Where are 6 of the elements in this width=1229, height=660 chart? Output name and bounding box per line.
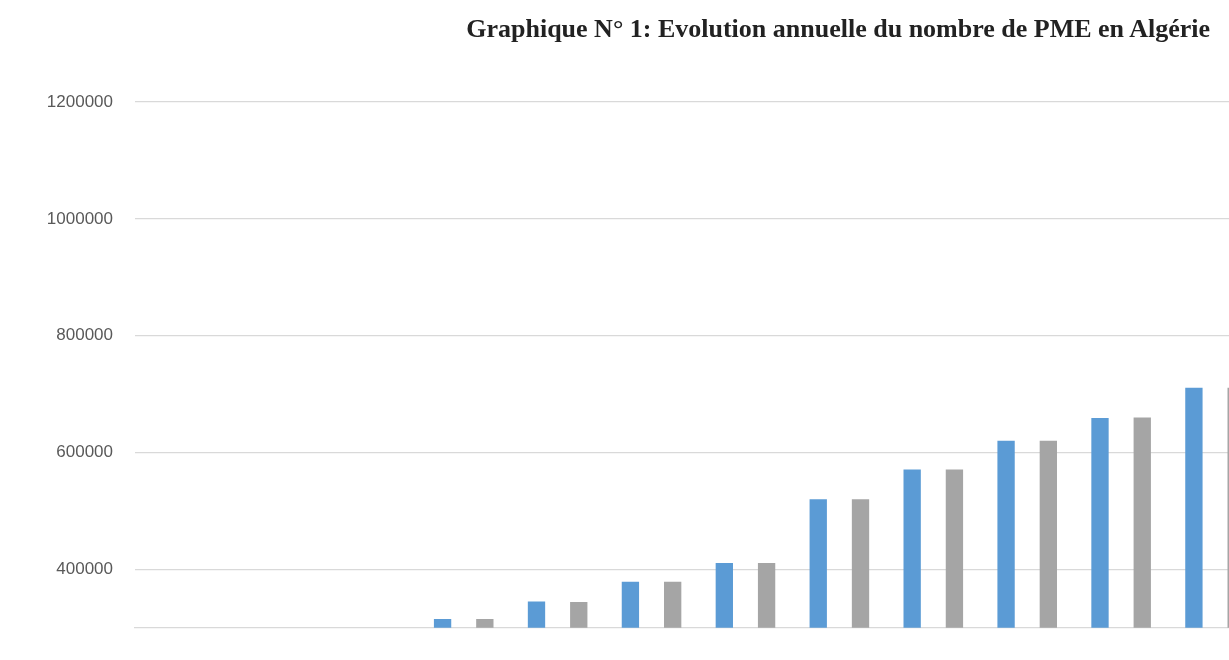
y-tick-label: 1200000: [46, 91, 113, 111]
chart-title: Graphique N° 1: Evolution annuelle du nombre de PME en Algérie: [466, 14, 1210, 44]
y-tick-label: 600000: [56, 442, 113, 462]
y-tick-label: 1000000: [46, 208, 113, 228]
y-tick-label: 800000: [56, 325, 113, 345]
y-tick-label: 400000: [56, 559, 113, 579]
